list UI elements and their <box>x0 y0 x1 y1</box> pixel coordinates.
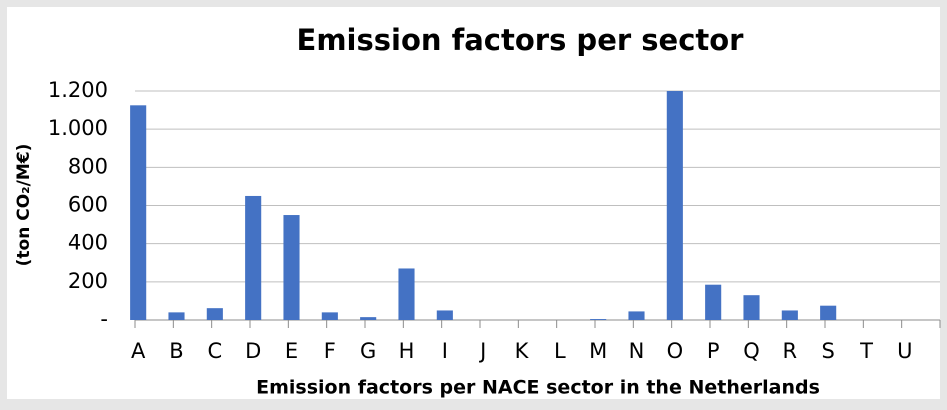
bar <box>705 284 722 320</box>
y-tick-label: 600 <box>68 193 108 217</box>
x-tick-label: I <box>442 339 448 363</box>
bar <box>168 312 185 320</box>
x-tick-label: O <box>667 339 684 363</box>
x-tick-label: U <box>897 339 912 363</box>
x-tick-label: T <box>859 339 873 363</box>
y-tick-label: 200 <box>68 269 108 293</box>
x-tick-label: P <box>707 339 720 363</box>
x-tick-label: R <box>783 339 798 363</box>
x-tick-label: L <box>554 339 566 363</box>
bar <box>360 317 377 320</box>
bar <box>245 195 262 320</box>
x-tick-label: B <box>169 339 183 363</box>
x-tick-label: H <box>399 339 415 363</box>
bar <box>206 308 223 320</box>
x-tick-label: E <box>285 339 298 363</box>
y-tick-label: 1.200 <box>48 78 108 102</box>
bar <box>781 310 798 320</box>
x-tick-label: D <box>245 339 261 363</box>
x-tick-label: C <box>207 339 222 363</box>
panel <box>7 7 940 399</box>
y-axis-title: (ton CO₂/M€) <box>14 144 34 267</box>
bar <box>130 105 147 320</box>
bar <box>436 310 453 320</box>
y-tick-label: 800 <box>68 154 108 178</box>
bar <box>321 312 338 320</box>
bar <box>666 91 683 320</box>
x-tick-label: A <box>131 339 146 363</box>
x-tick-label: J <box>478 339 486 363</box>
x-tick-label: N <box>629 339 645 363</box>
x-tick-label: K <box>515 339 530 363</box>
y-tick-label: 1.000 <box>48 116 108 140</box>
bar <box>820 305 837 320</box>
y-tick-label: - <box>100 307 108 331</box>
x-tick-label: S <box>821 339 834 363</box>
y-tick-label: 400 <box>68 231 108 255</box>
bar <box>283 215 300 320</box>
bar <box>590 319 607 320</box>
x-tick-label: G <box>360 339 376 363</box>
bar <box>743 295 760 320</box>
x-tick-label: F <box>324 339 336 363</box>
bar <box>628 311 645 320</box>
bar <box>398 268 415 320</box>
chart-title: Emission factors per sector <box>297 23 745 57</box>
x-axis-title: Emission factors per NACE sector in the … <box>256 377 820 399</box>
x-tick-label: M <box>589 339 607 363</box>
x-tick-label: Q <box>743 339 760 363</box>
